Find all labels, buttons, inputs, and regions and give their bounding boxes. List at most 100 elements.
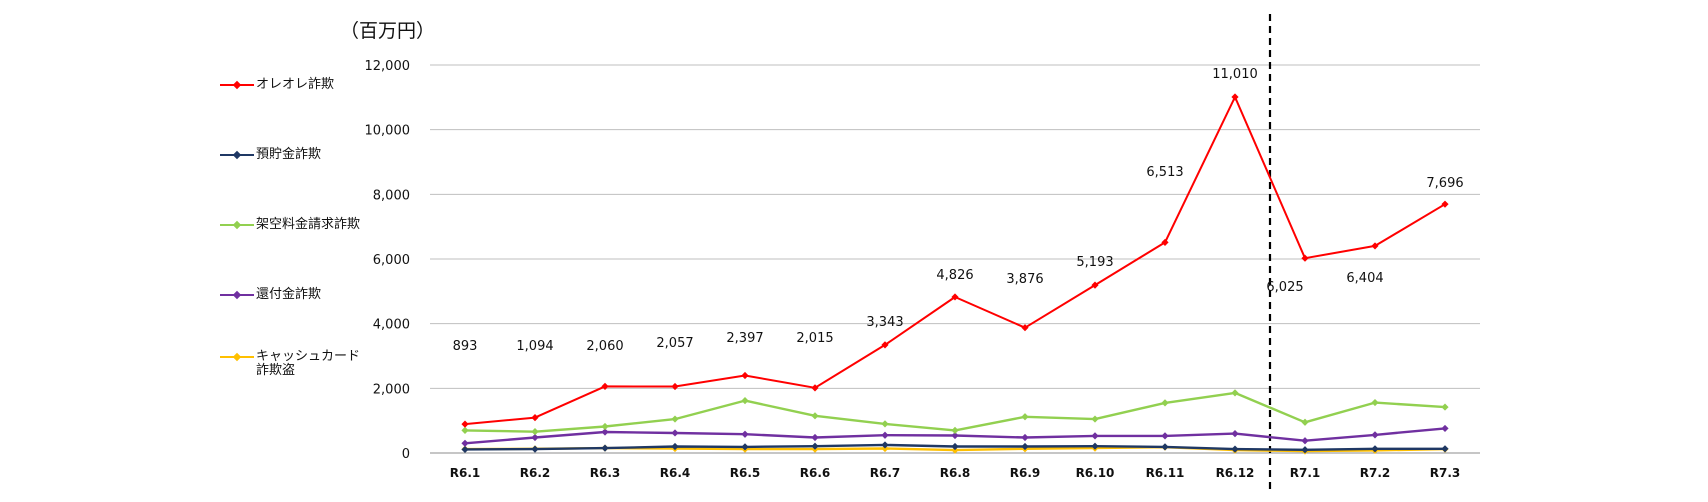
- legend-label: 預貯金詐欺: [256, 147, 322, 162]
- data-point: [1091, 442, 1099, 450]
- legend-item: 架空料金請求詐欺: [220, 218, 360, 232]
- data-point: [741, 443, 749, 451]
- data-label: 2,057: [656, 336, 693, 351]
- data-label: 7,696: [1426, 176, 1463, 191]
- data-point: [811, 433, 819, 442]
- legend-item: 預貯金詐欺: [220, 148, 321, 162]
- data-point: [531, 445, 539, 453]
- data-point: [1301, 446, 1309, 454]
- x-tick-label: R6.8: [940, 466, 971, 480]
- legend-label: オレオレ詐欺: [256, 77, 335, 92]
- x-tick-label: R6.5: [730, 466, 761, 480]
- data-point: [1231, 389, 1239, 397]
- data-label: 6,404: [1346, 271, 1383, 286]
- x-tick-label: R6.10: [1076, 466, 1115, 480]
- data-point: [461, 426, 469, 434]
- y-tick-label: 10,000: [365, 124, 411, 139]
- x-tick-label: R6.1: [450, 466, 481, 480]
- data-point: [671, 415, 679, 423]
- legend-label: キャッシュカード 詐欺盗: [256, 349, 361, 378]
- data-point: [531, 433, 539, 442]
- data-point: [1021, 324, 1029, 332]
- data-point: [461, 420, 469, 428]
- data-label: 893: [453, 339, 478, 354]
- data-label: 1,094: [516, 339, 553, 354]
- y-tick-label: 0: [402, 447, 410, 462]
- data-point: [671, 442, 679, 451]
- data-label: 3,343: [866, 315, 903, 330]
- legend-item: オレオレ詐欺: [220, 78, 334, 92]
- x-tick-label: R7.3: [1430, 466, 1461, 480]
- x-tick-label: R7.2: [1360, 466, 1391, 480]
- data-point: [1371, 445, 1379, 453]
- legend-label: 還付金詐欺: [256, 287, 322, 302]
- data-label: 5,193: [1076, 255, 1113, 270]
- legend-swatch: [220, 148, 254, 162]
- data-label: 2,397: [726, 331, 763, 346]
- data-point: [1441, 424, 1449, 433]
- data-point: [1371, 398, 1379, 407]
- series-line-2: [464, 391, 1446, 433]
- data-point: [1161, 399, 1169, 407]
- data-point: [601, 382, 609, 390]
- data-point: [741, 371, 749, 380]
- y-tick-label: 2,000: [373, 382, 410, 397]
- data-point: [1091, 432, 1099, 440]
- data-point: [881, 341, 889, 349]
- data-point: [1231, 93, 1239, 101]
- legend-item: キャッシュカード 詐欺盗: [220, 350, 360, 378]
- data-point: [601, 428, 609, 436]
- data-point: [1441, 403, 1449, 411]
- data-point: [1231, 445, 1239, 453]
- x-tick-label: R6.11: [1146, 466, 1185, 480]
- data-point: [1021, 442, 1029, 451]
- x-tick-label: R6.9: [1010, 466, 1041, 480]
- legend-item: 還付金詐欺: [220, 288, 321, 302]
- data-point: [951, 431, 959, 440]
- data-point: [1021, 433, 1029, 442]
- y-tick-label: 12,000: [365, 59, 411, 74]
- data-point: [1371, 242, 1379, 250]
- y-tick-label: 6,000: [373, 253, 410, 268]
- data-point: [811, 442, 819, 450]
- data-label: 4,826: [936, 268, 973, 283]
- data-label: 11,010: [1212, 67, 1258, 82]
- y-tick-label: 4,000: [373, 318, 410, 333]
- data-point: [1441, 445, 1449, 453]
- x-tick-label: R6.6: [800, 466, 831, 480]
- x-tick-label: R7.1: [1290, 466, 1321, 480]
- data-label: 3,876: [1006, 272, 1043, 287]
- legend-swatch: [220, 350, 254, 364]
- data-point: [1161, 443, 1169, 451]
- data-point: [881, 431, 889, 439]
- data-point: [461, 439, 469, 447]
- data-point: [1161, 432, 1169, 440]
- x-tick-label: R6.4: [660, 466, 691, 480]
- data-point: [1161, 238, 1169, 247]
- x-tick-label: R6.2: [520, 466, 551, 480]
- data-point: [461, 445, 469, 454]
- data-point: [951, 426, 959, 434]
- data-point: [811, 412, 819, 420]
- data-label: 2,015: [796, 331, 833, 346]
- data-point: [1371, 431, 1379, 439]
- data-point: [741, 397, 749, 405]
- data-point: [671, 382, 679, 391]
- x-tick-label: R6.7: [870, 466, 901, 480]
- data-label: 6,025: [1266, 280, 1303, 295]
- x-tick-label: R6.12: [1216, 466, 1255, 480]
- data-point: [1301, 254, 1309, 262]
- data-point: [1231, 430, 1239, 438]
- data-point: [881, 420, 889, 428]
- data-point: [951, 442, 959, 451]
- data-point: [531, 414, 539, 422]
- data-point: [1301, 418, 1309, 426]
- y-axis-unit-label: （百万円）: [340, 20, 436, 42]
- legend-swatch: [220, 218, 254, 232]
- data-label: 6,513: [1146, 165, 1183, 180]
- y-tick-label: 8,000: [373, 188, 410, 203]
- data-point: [671, 429, 679, 437]
- data-point: [1091, 281, 1099, 289]
- data-point: [1441, 200, 1449, 208]
- legend-swatch: [220, 78, 254, 92]
